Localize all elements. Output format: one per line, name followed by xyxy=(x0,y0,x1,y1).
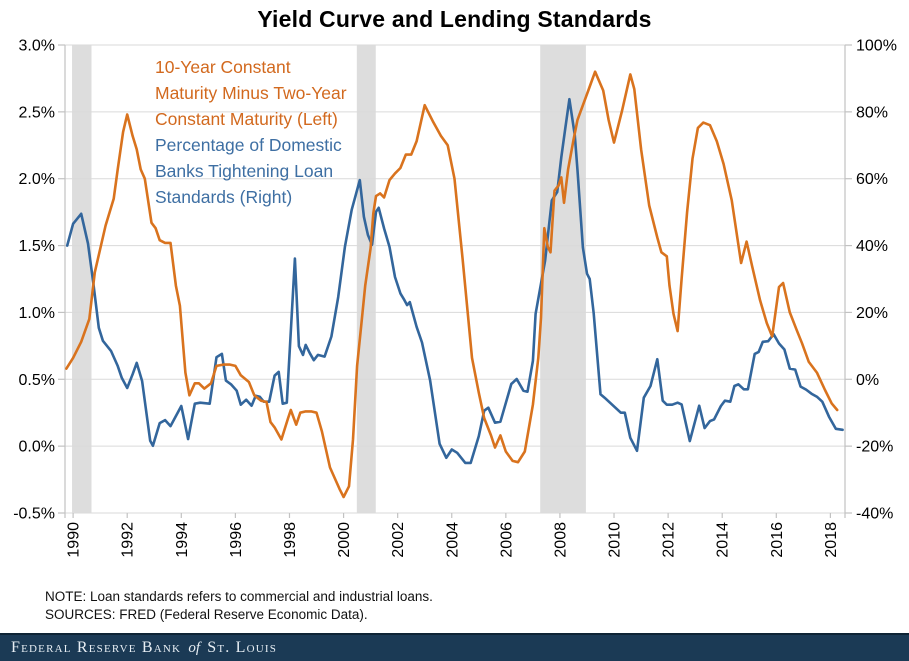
note-line: NOTE: Loan standards refers to commercia… xyxy=(45,589,433,604)
right-axis-tick-label: 40% xyxy=(856,238,888,255)
left-axis-tick-label: 2.5% xyxy=(19,104,55,121)
footer-text-of: of xyxy=(188,640,201,656)
right-axis-tick-label: 60% xyxy=(856,171,888,188)
left-axis-tick-label: 2.0% xyxy=(19,171,55,188)
x-axis-tick-label: 2000 xyxy=(336,522,353,558)
legend-series2-line: Standards (Right) xyxy=(155,187,293,207)
left-axis-tick-label: -0.5% xyxy=(13,506,55,523)
right-axis-tick-label: 0% xyxy=(856,372,879,389)
x-axis-tick-label: 2014 xyxy=(715,522,732,558)
chart-title: Yield Curve and Lending Standards xyxy=(257,6,652,32)
left-axis-tick-label: 0.0% xyxy=(19,439,55,456)
x-axis-tick-label: 2008 xyxy=(552,522,569,558)
recession-band xyxy=(72,45,92,513)
footer-text-part1: Federal Reserve Bank xyxy=(11,639,182,656)
x-axis-tick-label: 1992 xyxy=(120,522,137,558)
left-axis-tick-label: 1.0% xyxy=(19,305,55,322)
x-axis-tick-label: 2018 xyxy=(823,522,840,558)
x-axis-tick-label: 2010 xyxy=(607,522,624,558)
right-axis-tick-label: -20% xyxy=(856,439,893,456)
x-axis-tick-label: 2006 xyxy=(498,522,515,558)
left-axis-tick-label: 1.5% xyxy=(19,238,55,255)
chart-canvas: 3.0% 2.5% 2.0% 1.5% 1.0% 0.5% 0.0% -0.5% 100% 80%… xyxy=(13,38,897,558)
x-axis-tick-label: 2012 xyxy=(661,522,678,558)
spread-line xyxy=(65,70,839,499)
chart-notes: NOTE: Loan standards refers to commercia… xyxy=(45,588,433,624)
footer-bank-name: Federal Reserve Bank of St. Louis xyxy=(11,639,277,657)
x-axis-tick-label: 2004 xyxy=(444,522,461,558)
x-axis-tick-label: 1994 xyxy=(174,522,191,558)
x-axis-tick-label: 2002 xyxy=(390,522,407,558)
legend-series1-line: 10-Year Constant xyxy=(155,57,291,77)
legend-series2-line: Percentage of Domestic xyxy=(155,135,342,155)
right-axis-tick-label: 100% xyxy=(856,38,897,55)
right-axis-tick-label: 20% xyxy=(856,305,888,322)
x-axis-tick-label: 1990 xyxy=(66,522,83,558)
x-axis-tick-label: 1998 xyxy=(282,522,299,558)
right-axis-tick-label: 80% xyxy=(856,104,888,121)
right-axis-tick-label: -40% xyxy=(856,506,893,523)
footer-text-part2: St. Louis xyxy=(207,639,278,656)
legend-series1-line: Maturity Minus Two-Year xyxy=(155,83,347,103)
x-axis-tick-label: 1996 xyxy=(228,522,245,558)
sources-line: SOURCES: FRED (Federal Reserve Economic … xyxy=(45,607,368,622)
footer-bar: Federal Reserve Bank of St. Louis xyxy=(0,633,909,661)
legend: 10-Year Constant Maturity Minus Two-Year… xyxy=(155,54,415,210)
recession-band xyxy=(540,45,586,513)
left-axis-tick-label: 3.0% xyxy=(19,38,55,55)
legend-series1-line: Constant Maturity (Left) xyxy=(155,109,338,129)
x-axis-tick-label: 2016 xyxy=(769,522,786,558)
legend-series2-line: Banks Tightening Loan xyxy=(155,161,334,181)
left-axis-tick-label: 0.5% xyxy=(19,372,55,389)
